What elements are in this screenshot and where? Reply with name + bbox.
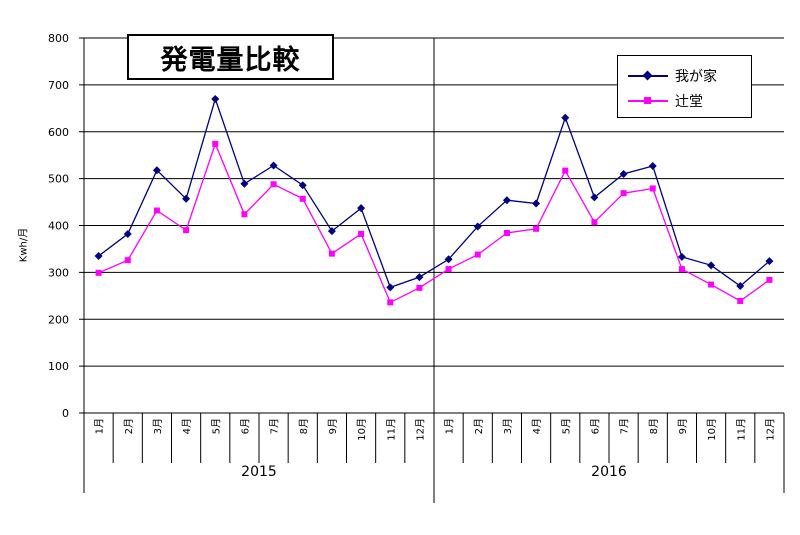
data-point-diamond <box>736 281 745 290</box>
x-month-label: 8月 <box>298 418 310 434</box>
data-point-square <box>620 190 627 197</box>
x-month-label: 3月 <box>502 418 514 434</box>
data-point-diamond <box>648 161 657 170</box>
x-month-label: 9月 <box>327 418 339 434</box>
x-month-label: 5月 <box>210 418 222 434</box>
x-month-label: 10月 <box>356 418 368 441</box>
y-tick-label: 100 <box>48 360 69 373</box>
x-month-label: 6月 <box>239 418 251 434</box>
data-point-diamond <box>502 196 511 205</box>
data-point-diamond <box>444 255 453 264</box>
data-point-square <box>358 230 365 237</box>
x-month-label: 2月 <box>123 418 135 434</box>
x-month-label: 10月 <box>706 418 718 441</box>
data-point-square <box>212 140 219 147</box>
y-tick-label: 700 <box>48 79 69 92</box>
x-month-label: 4月 <box>531 418 543 434</box>
data-point-square <box>387 299 394 306</box>
data-point-square <box>299 195 306 202</box>
legend-square-marker <box>644 97 651 104</box>
series-line-2 <box>98 142 770 304</box>
x-month-label: 4月 <box>181 418 193 434</box>
data-point-diamond <box>677 252 686 261</box>
x-month-label: 6月 <box>589 418 601 434</box>
legend-label-series-2: 辻堂 <box>675 94 703 110</box>
x-month-label: 12月 <box>764 418 776 441</box>
data-point-diamond <box>240 179 249 188</box>
data-point-square <box>445 266 452 273</box>
y-axis-label: Kwh/月 <box>18 227 30 263</box>
data-point-square <box>416 284 423 291</box>
y-tick-label: 600 <box>48 126 69 139</box>
x-month-label: 9月 <box>677 418 689 434</box>
x-month-label: 7月 <box>269 418 281 434</box>
legend-diamond-marker <box>642 70 653 81</box>
data-point-square <box>474 251 481 258</box>
x-month-label: 1月 <box>94 418 106 434</box>
data-point-diamond <box>473 222 482 231</box>
data-point-diamond <box>327 227 336 236</box>
data-point-square <box>766 276 773 283</box>
x-month-label: 7月 <box>619 418 631 434</box>
legend-label-series-1: 我が家 <box>675 69 717 85</box>
data-point-square <box>562 167 569 174</box>
data-point-square <box>503 230 510 236</box>
x-month-label: 3月 <box>152 418 164 434</box>
data-point-square <box>124 257 131 264</box>
data-point-diamond <box>357 204 366 213</box>
data-point-square <box>533 225 540 232</box>
data-point-diamond <box>182 194 191 203</box>
x-group-label: 2015 <box>241 464 277 480</box>
data-point-diamond <box>123 229 132 238</box>
x-month-label: 12月 <box>414 418 426 441</box>
chart-title: 発電量比較 <box>127 34 334 80</box>
data-point-diamond <box>386 283 395 292</box>
x-month-label: 8月 <box>648 418 660 434</box>
x-axis-categories: 1月 2月 3月 4月 5月 6月 7月 8月 9月 10月 11月 12月 1月 2月 3月 4月 5月 6月 7… <box>94 413 776 480</box>
data-point-diamond <box>561 113 570 122</box>
y-tick-label: 300 <box>48 266 69 279</box>
data-point-square <box>708 281 715 288</box>
x-month-label: 11月 <box>385 418 397 441</box>
data-point-square <box>737 297 744 304</box>
data-point-diamond <box>532 199 541 208</box>
y-tick-label: 200 <box>48 313 69 326</box>
legend-item-series-1: 我が家 <box>618 65 751 87</box>
series-line-1 <box>98 96 770 289</box>
data-point-diamond <box>619 169 628 178</box>
x-month-label: 2月 <box>473 418 485 434</box>
data-point-diamond <box>298 181 307 190</box>
data-point-diamond <box>211 94 220 103</box>
x-month-label: 5月 <box>560 418 572 434</box>
data-point-square <box>649 185 656 192</box>
y-tick-label: 800 <box>48 32 69 45</box>
y-tick-label: 400 <box>48 220 69 233</box>
data-point-square <box>95 269 102 276</box>
data-point-square <box>591 219 598 226</box>
data-point-diamond <box>94 251 103 260</box>
data-point-square <box>183 227 190 234</box>
y-tick-label: 500 <box>48 173 69 186</box>
data-point-square <box>678 266 685 273</box>
y-axis-ticks: 0 100 200 300 400 500 600 700 800 <box>48 32 84 420</box>
data-point-diamond <box>269 161 278 170</box>
x-group-label: 2016 <box>591 464 627 480</box>
data-point-square <box>270 181 277 188</box>
data-point-diamond <box>415 273 424 282</box>
x-month-label: 1月 <box>444 418 456 434</box>
data-point-diamond <box>152 166 161 175</box>
data-point-square <box>241 211 248 218</box>
x-month-label: 11月 <box>735 418 747 441</box>
data-point-square <box>153 207 160 214</box>
legend-item-series-2: 辻堂 <box>618 90 751 112</box>
data-point-diamond <box>765 257 774 266</box>
data-point-diamond <box>590 193 599 202</box>
y-tick-label: 0 <box>62 407 69 420</box>
legend: 我が家 辻堂 <box>617 55 752 118</box>
data-point-square <box>328 250 335 257</box>
data-point-diamond <box>707 261 716 270</box>
series-group <box>94 94 774 306</box>
